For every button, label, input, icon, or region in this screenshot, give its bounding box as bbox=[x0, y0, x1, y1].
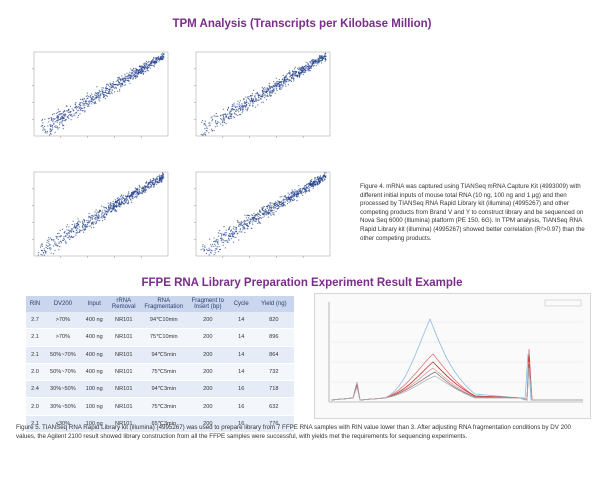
cell: 94℃5min bbox=[140, 346, 187, 364]
table-row: 2.0 30%~50% 100 ng NR101 75℃3min 200 16 632 bbox=[26, 397, 294, 416]
cell: 2.0 bbox=[26, 397, 45, 416]
cell: 100 ng bbox=[81, 415, 107, 434]
scatter-plot-3 bbox=[22, 168, 172, 268]
ffpe-experiment-title: FFPE RNA Library Preparation Experiment … bbox=[141, 277, 463, 289]
cell: 2.1 bbox=[26, 346, 45, 364]
cell: 200 bbox=[186, 415, 229, 434]
scatter-plot-1 bbox=[22, 48, 172, 148]
cell: 14 bbox=[228, 312, 254, 330]
cell: >70% bbox=[44, 312, 82, 330]
figure-5-caption: Figure 5. TIANSeq RNA Rapid Library kit … bbox=[16, 424, 571, 440]
cell: 50%~70% bbox=[44, 346, 82, 364]
cell: 75℃5min bbox=[140, 363, 187, 382]
figure-4-caption: Figure 4. mRNA was captured using TIANSe… bbox=[360, 183, 585, 242]
cell: 14 bbox=[228, 363, 254, 382]
cell: 200 bbox=[186, 380, 229, 399]
cell: 100 ng bbox=[81, 397, 107, 416]
bioanalyzer-trace-image bbox=[314, 293, 591, 419]
col-header-cycle: Cycle bbox=[228, 296, 254, 312]
cell: NR101 bbox=[106, 415, 141, 434]
cell: 400 ng bbox=[81, 312, 107, 330]
cell: 864 bbox=[253, 346, 294, 364]
cell: 30%~50% bbox=[44, 397, 82, 416]
cell: 14 bbox=[228, 328, 254, 347]
table-row: 2.0 50%~70% 400 ng NR101 75℃5min 200 14 732 bbox=[26, 363, 294, 382]
table-row: 2.1 <30% 100 ng NR101 65℃3min 200 16 776 bbox=[26, 415, 294, 434]
cell: 75℃3min bbox=[140, 397, 187, 416]
cell: 94℃10min bbox=[140, 312, 187, 330]
cell: NR101 bbox=[106, 397, 141, 416]
bioanalyzer-electropherogram bbox=[328, 299, 583, 403]
cell: 16 bbox=[228, 415, 254, 434]
cell: 75℃10min bbox=[140, 328, 187, 347]
cell: 100 ng bbox=[81, 380, 107, 399]
cell: NR101 bbox=[106, 312, 141, 330]
cell: 400 ng bbox=[81, 328, 107, 347]
scatter-plot-4 bbox=[184, 168, 334, 268]
cell: 200 bbox=[186, 328, 229, 347]
table-row: 2.4 30%~50% 100 ng NR101 94℃3min 200 16 718 bbox=[26, 380, 294, 399]
cell: 896 bbox=[253, 328, 294, 347]
ffpe-results-table: RIN DV200 Input rRNA Removal RNA Fragmen… bbox=[26, 296, 294, 434]
col-header-rna-fragmentation: RNA Fragmentation bbox=[140, 296, 187, 312]
cell: 200 bbox=[186, 397, 229, 416]
cell: NR101 bbox=[106, 363, 141, 382]
cell: 2.0 bbox=[26, 363, 45, 382]
col-header-fragment-to-insert: Fragment to Insert (bp) bbox=[186, 296, 229, 312]
table-header-row: RIN DV200 Input rRNA Removal RNA Fragmen… bbox=[26, 296, 294, 312]
cell: 400 ng bbox=[81, 363, 107, 382]
cell: 14 bbox=[228, 346, 254, 364]
cell: NR101 bbox=[106, 328, 141, 347]
cell: NR101 bbox=[106, 380, 141, 399]
cell: 16 bbox=[228, 397, 254, 416]
table-row: 2.1 >70% 400 ng NR101 75℃10min 200 14 896 bbox=[26, 328, 294, 347]
table-row: 2.7 >70% 400 ng NR101 94℃10min 200 14 820 bbox=[26, 312, 294, 330]
cell: 50%~70% bbox=[44, 363, 82, 382]
cell: 200 bbox=[186, 346, 229, 364]
col-header-dv200: DV200 bbox=[44, 296, 82, 312]
cell: 65℃3min bbox=[140, 415, 187, 434]
cell: 820 bbox=[253, 312, 294, 330]
col-header-rrna-removal: rRNA Removal bbox=[106, 296, 141, 312]
col-header-yield: Yield (ng) bbox=[253, 296, 294, 312]
cell: 2.1 bbox=[26, 328, 45, 347]
cell: 2.1 bbox=[26, 415, 45, 434]
cell: 732 bbox=[253, 363, 294, 382]
tpm-analysis-title: TPM Analysis (Transcripts per Kilobase M… bbox=[172, 18, 432, 30]
cell: 200 bbox=[186, 363, 229, 382]
cell: 2.7 bbox=[26, 312, 45, 330]
col-header-input: Input bbox=[81, 296, 107, 312]
cell: 400 ng bbox=[81, 346, 107, 364]
scatter-plot-2 bbox=[184, 48, 334, 148]
cell: 2.4 bbox=[26, 380, 45, 399]
cell: 94℃3min bbox=[140, 380, 187, 399]
cell: <30% bbox=[44, 415, 82, 434]
cell: >70% bbox=[44, 328, 82, 347]
cell: 30%~50% bbox=[44, 380, 82, 399]
cell: 632 bbox=[253, 397, 294, 416]
cell: 200 bbox=[186, 312, 229, 330]
cell: 16 bbox=[228, 380, 254, 399]
cell: 718 bbox=[253, 380, 294, 399]
table-row: 2.1 50%~70% 400 ng NR101 94℃5min 200 14 864 bbox=[26, 346, 294, 364]
cell: NR101 bbox=[106, 346, 141, 364]
col-header-rin: RIN bbox=[26, 296, 45, 312]
cell: 776 bbox=[253, 415, 294, 434]
